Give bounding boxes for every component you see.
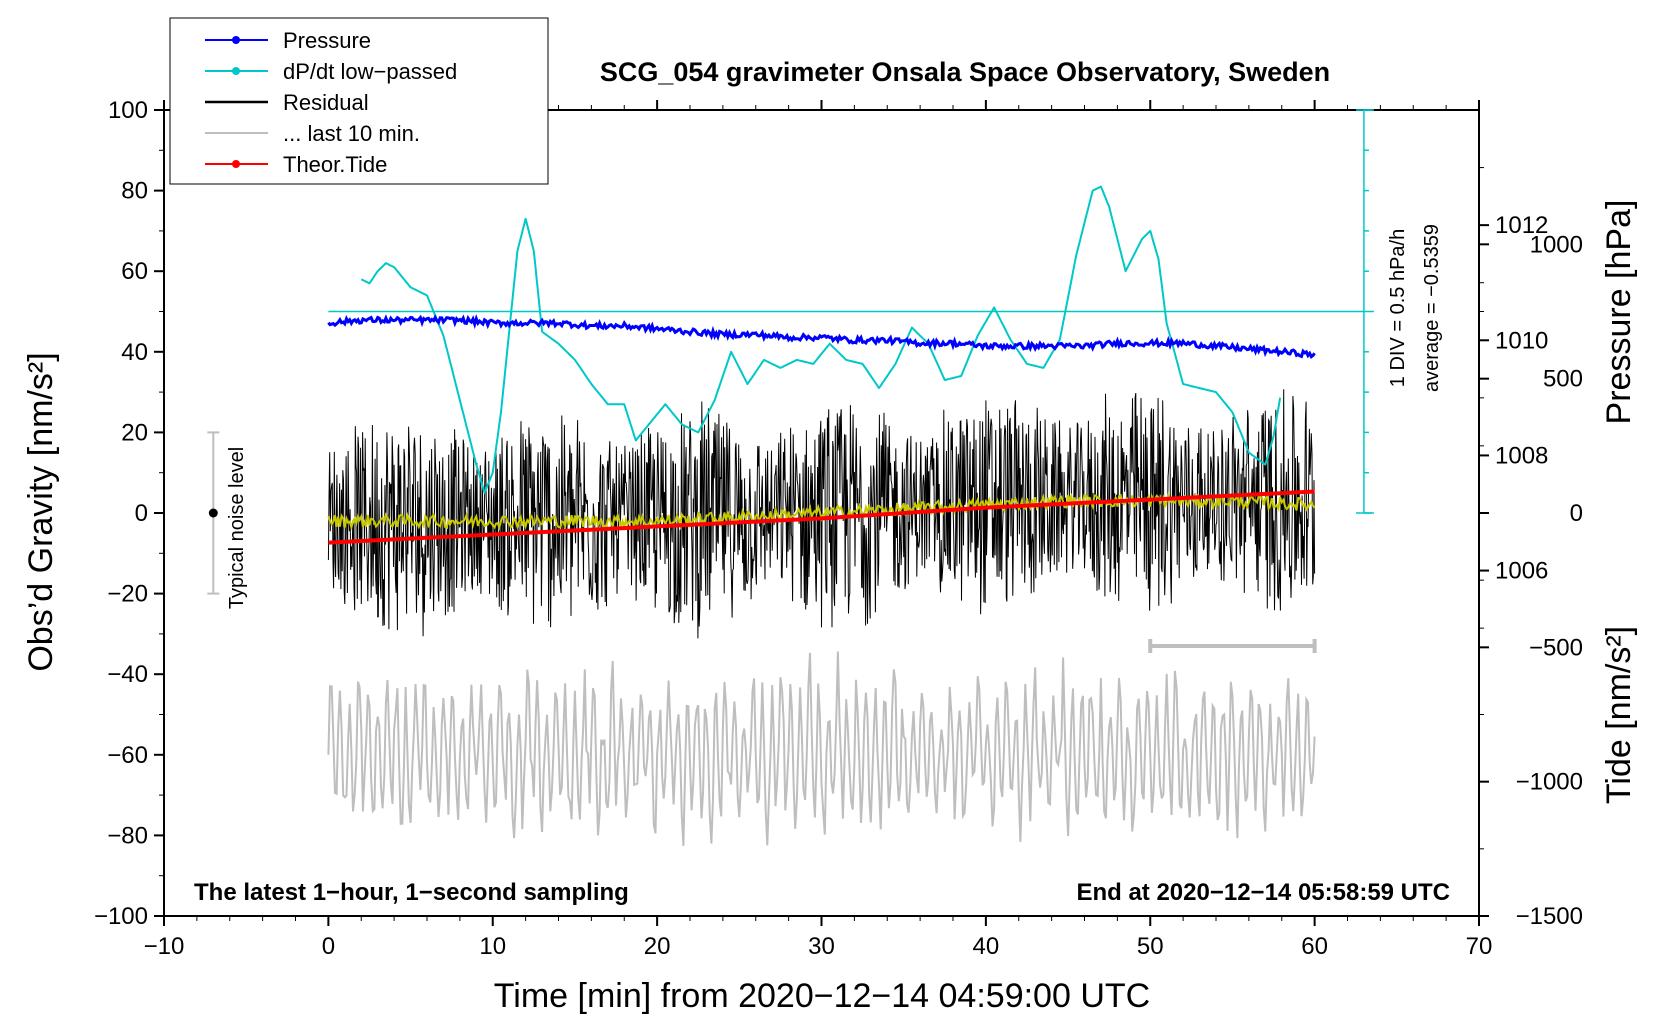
legend: Pressure dP/dt low−passed Residual ... last… [169,17,549,185]
noise-level-label: Typical noise level [226,447,248,609]
y-tick-label: 60 [121,258,148,285]
tide-tick-label: −1500 [1516,903,1583,930]
y-tick-label: 80 [121,178,148,205]
pressure-tick-label: 1012 [1495,212,1548,239]
tide-tick-label: 1000 [1530,231,1583,258]
y-tick-label: 20 [121,419,148,446]
y-tick-label: −60 [107,742,148,769]
axes-ticks: −10 0 10 20 30 40 50 60 70−100−80−60−40−20020406… [94,97,1583,960]
footer-left-note: The latest 1−hour, 1−second sampling [194,879,629,906]
x-tick-label: 40 [973,933,1000,960]
x-tick-label: 30 [808,933,835,960]
legend-label: ... last 10 min. [283,121,420,146]
y-tick-label: −40 [107,661,148,688]
legend-marker [232,36,240,44]
legend-label: Residual [283,90,369,115]
legend-label: Pressure [283,28,371,53]
pressure-tick-label: 1006 [1495,558,1548,585]
chart-title: SCG_054 gravimeter Onsala Space Observat… [600,57,1330,87]
dpdt-average-label: average = −0.5359 [1421,224,1443,392]
y-axis-label-left: Obs’d Gravity [nm/s²] [22,352,60,671]
y-tick-label: 40 [121,339,148,366]
tide-tick-label: 0 [1570,500,1583,527]
tide-line [328,489,1315,545]
x-axis-label: Time [min] from 2020−12−14 04:59:00 UTC [494,977,1150,1015]
legend-label: Theor.Tide [283,152,387,177]
last-10-min-series [327,651,1316,846]
dpdt-line [360,185,1282,494]
decorations [207,431,1317,653]
x-tick-label: 10 [479,933,506,960]
legend-marker [232,67,240,75]
legend-marker [232,160,240,168]
y-axis-label-tide: Tide [nm/s²] [1600,626,1638,804]
pressure-tick-label: 1008 [1495,442,1548,469]
tide-tick-label: −1000 [1516,769,1583,796]
tide-tick-label: 500 [1543,366,1583,393]
y-tick-label: 100 [108,97,148,124]
y-axis-label-pressure: Pressure [hPa] [1600,200,1638,425]
noise-level-dot [208,508,218,518]
y-tick-label: −100 [94,903,148,930]
dpdt-scale-label: 1 DIV = 0.5 hPa/h [1387,229,1409,387]
y-tick-label: 0 [135,500,148,527]
tide-tick-label: −500 [1529,634,1583,661]
x-tick-label: −10 [144,933,185,960]
last-10-min-line [327,651,1316,846]
pressure-line [327,314,1316,360]
x-tick-label: 0 [322,933,335,960]
residual-line [327,389,1316,639]
y-tick-label: −20 [107,581,148,608]
data-series [327,109,1374,545]
footer-right-note: End at 2020−12−14 05:58:59 UTC [1076,879,1450,906]
legend-label: dP/dt low−passed [283,59,457,84]
y-tick-label: −80 [107,822,148,849]
x-tick-label: 70 [1466,933,1493,960]
x-tick-label: 60 [1301,933,1328,960]
residual-series [327,389,1316,639]
pressure-tick-label: 1010 [1495,327,1548,354]
x-tick-label: 20 [644,933,671,960]
x-tick-label: 50 [1137,933,1164,960]
